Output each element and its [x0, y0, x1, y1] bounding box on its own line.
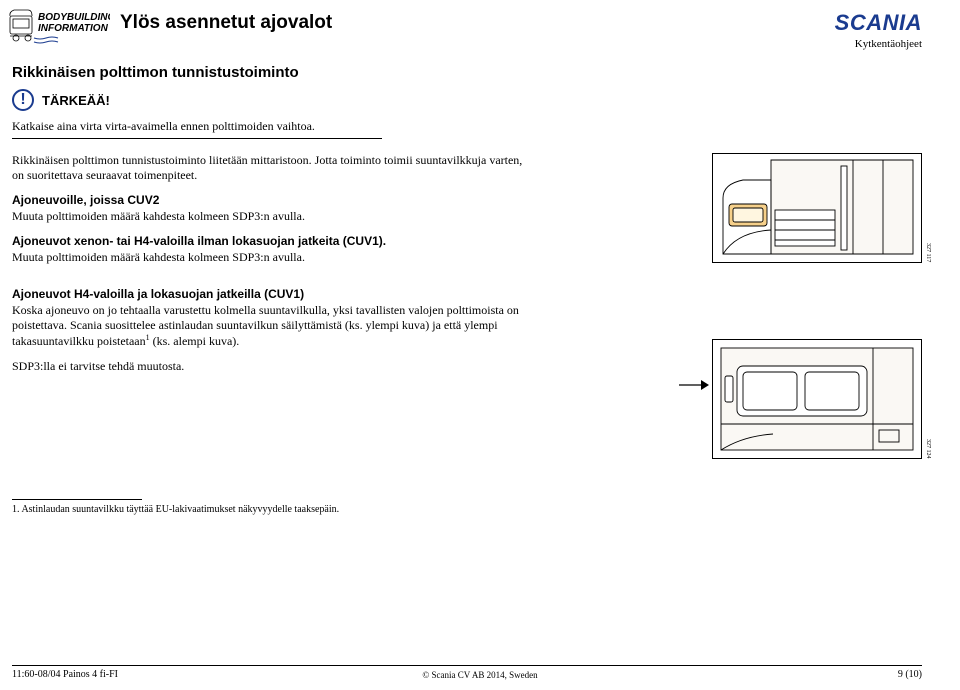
footer-rule — [12, 665, 922, 666]
bodybuilding-info-logo: BODYBUILDING INFORMATION — [8, 6, 110, 54]
figure-ref: 327 117 — [925, 243, 931, 262]
footnote-text: 1. Astinlaudan suuntavilkku täyttää EU-l… — [12, 504, 960, 515]
title-block: Ylös asennetut ajovalot — [110, 6, 835, 34]
notice-text: Katkaise aina virta virta-avaimella enne… — [12, 119, 382, 139]
scania-wordmark: SCANIA — [835, 10, 922, 36]
footnote-rule — [12, 499, 142, 500]
footer-left: 11:60-08/04 Painos 4 fi-FI — [12, 669, 118, 680]
paragraph: Muuta polttimoiden määrä kahdesta kolmee… — [12, 209, 532, 224]
paragraph: SDP3:lla ei tarvitse tehdä muutosta. — [12, 359, 532, 374]
paragraph: Koska ajoneuvo on jo tehtaalla varustett… — [12, 303, 532, 349]
paragraph-text: (ks. alempi kuva). — [150, 334, 240, 348]
figure-ref: 327 124 — [925, 439, 931, 459]
exclamation-icon: ! — [12, 89, 34, 111]
arrow-icon — [679, 378, 709, 392]
header: BODYBUILDING INFORMATION Ylös asennetut … — [0, 0, 960, 54]
paragraph: Muuta polttimoiden määrä kahdesta kolmee… — [12, 250, 532, 265]
important-label: TÄRKEÄÄ! — [42, 93, 110, 108]
sub-heading: Ajoneuvoille, joissa CUV2 — [12, 193, 532, 207]
doc-title: Ylös asennetut ajovalot — [120, 12, 835, 34]
text-column: Rikkinäisen polttimon tunnistustoiminto … — [12, 153, 532, 465]
brand-block: SCANIA Kytkentäohjeet — [835, 6, 922, 50]
logo-text-bottom: INFORMATION — [38, 23, 109, 34]
main-columns: Rikkinäisen polttimon tunnistustoiminto … — [0, 153, 960, 465]
logo-text-top: BODYBUILDING — [38, 12, 110, 23]
sub-heading: Ajoneuvot xenon- tai H4-valoilla ilman l… — [12, 234, 532, 248]
sub-heading: Ajoneuvot H4-valoilla ja lokasuojan jatk… — [12, 287, 532, 301]
footer-center: © Scania CV AB 2014, Sweden — [422, 670, 537, 680]
paragraph: Rikkinäisen polttimon tunnistustoiminto … — [12, 153, 532, 183]
paragraph-text: Koska ajoneuvo on jo tehtaalla varustett… — [12, 303, 519, 348]
doc-type-label: Kytkentäohjeet — [835, 38, 922, 50]
figure-bottom: 327 124 — [712, 339, 922, 459]
important-callout: ! TÄRKEÄÄ! — [12, 89, 960, 111]
figure-column: 327 117 — [552, 153, 922, 465]
footer-right: 9 (10) — [898, 669, 922, 680]
figure-top: 327 117 — [712, 153, 922, 263]
section-heading: Rikkinäisen polttimon tunnistustoiminto — [12, 64, 960, 81]
footer: 11:60-08/04 Painos 4 fi-FI 9 (10) © Scan… — [0, 665, 960, 680]
